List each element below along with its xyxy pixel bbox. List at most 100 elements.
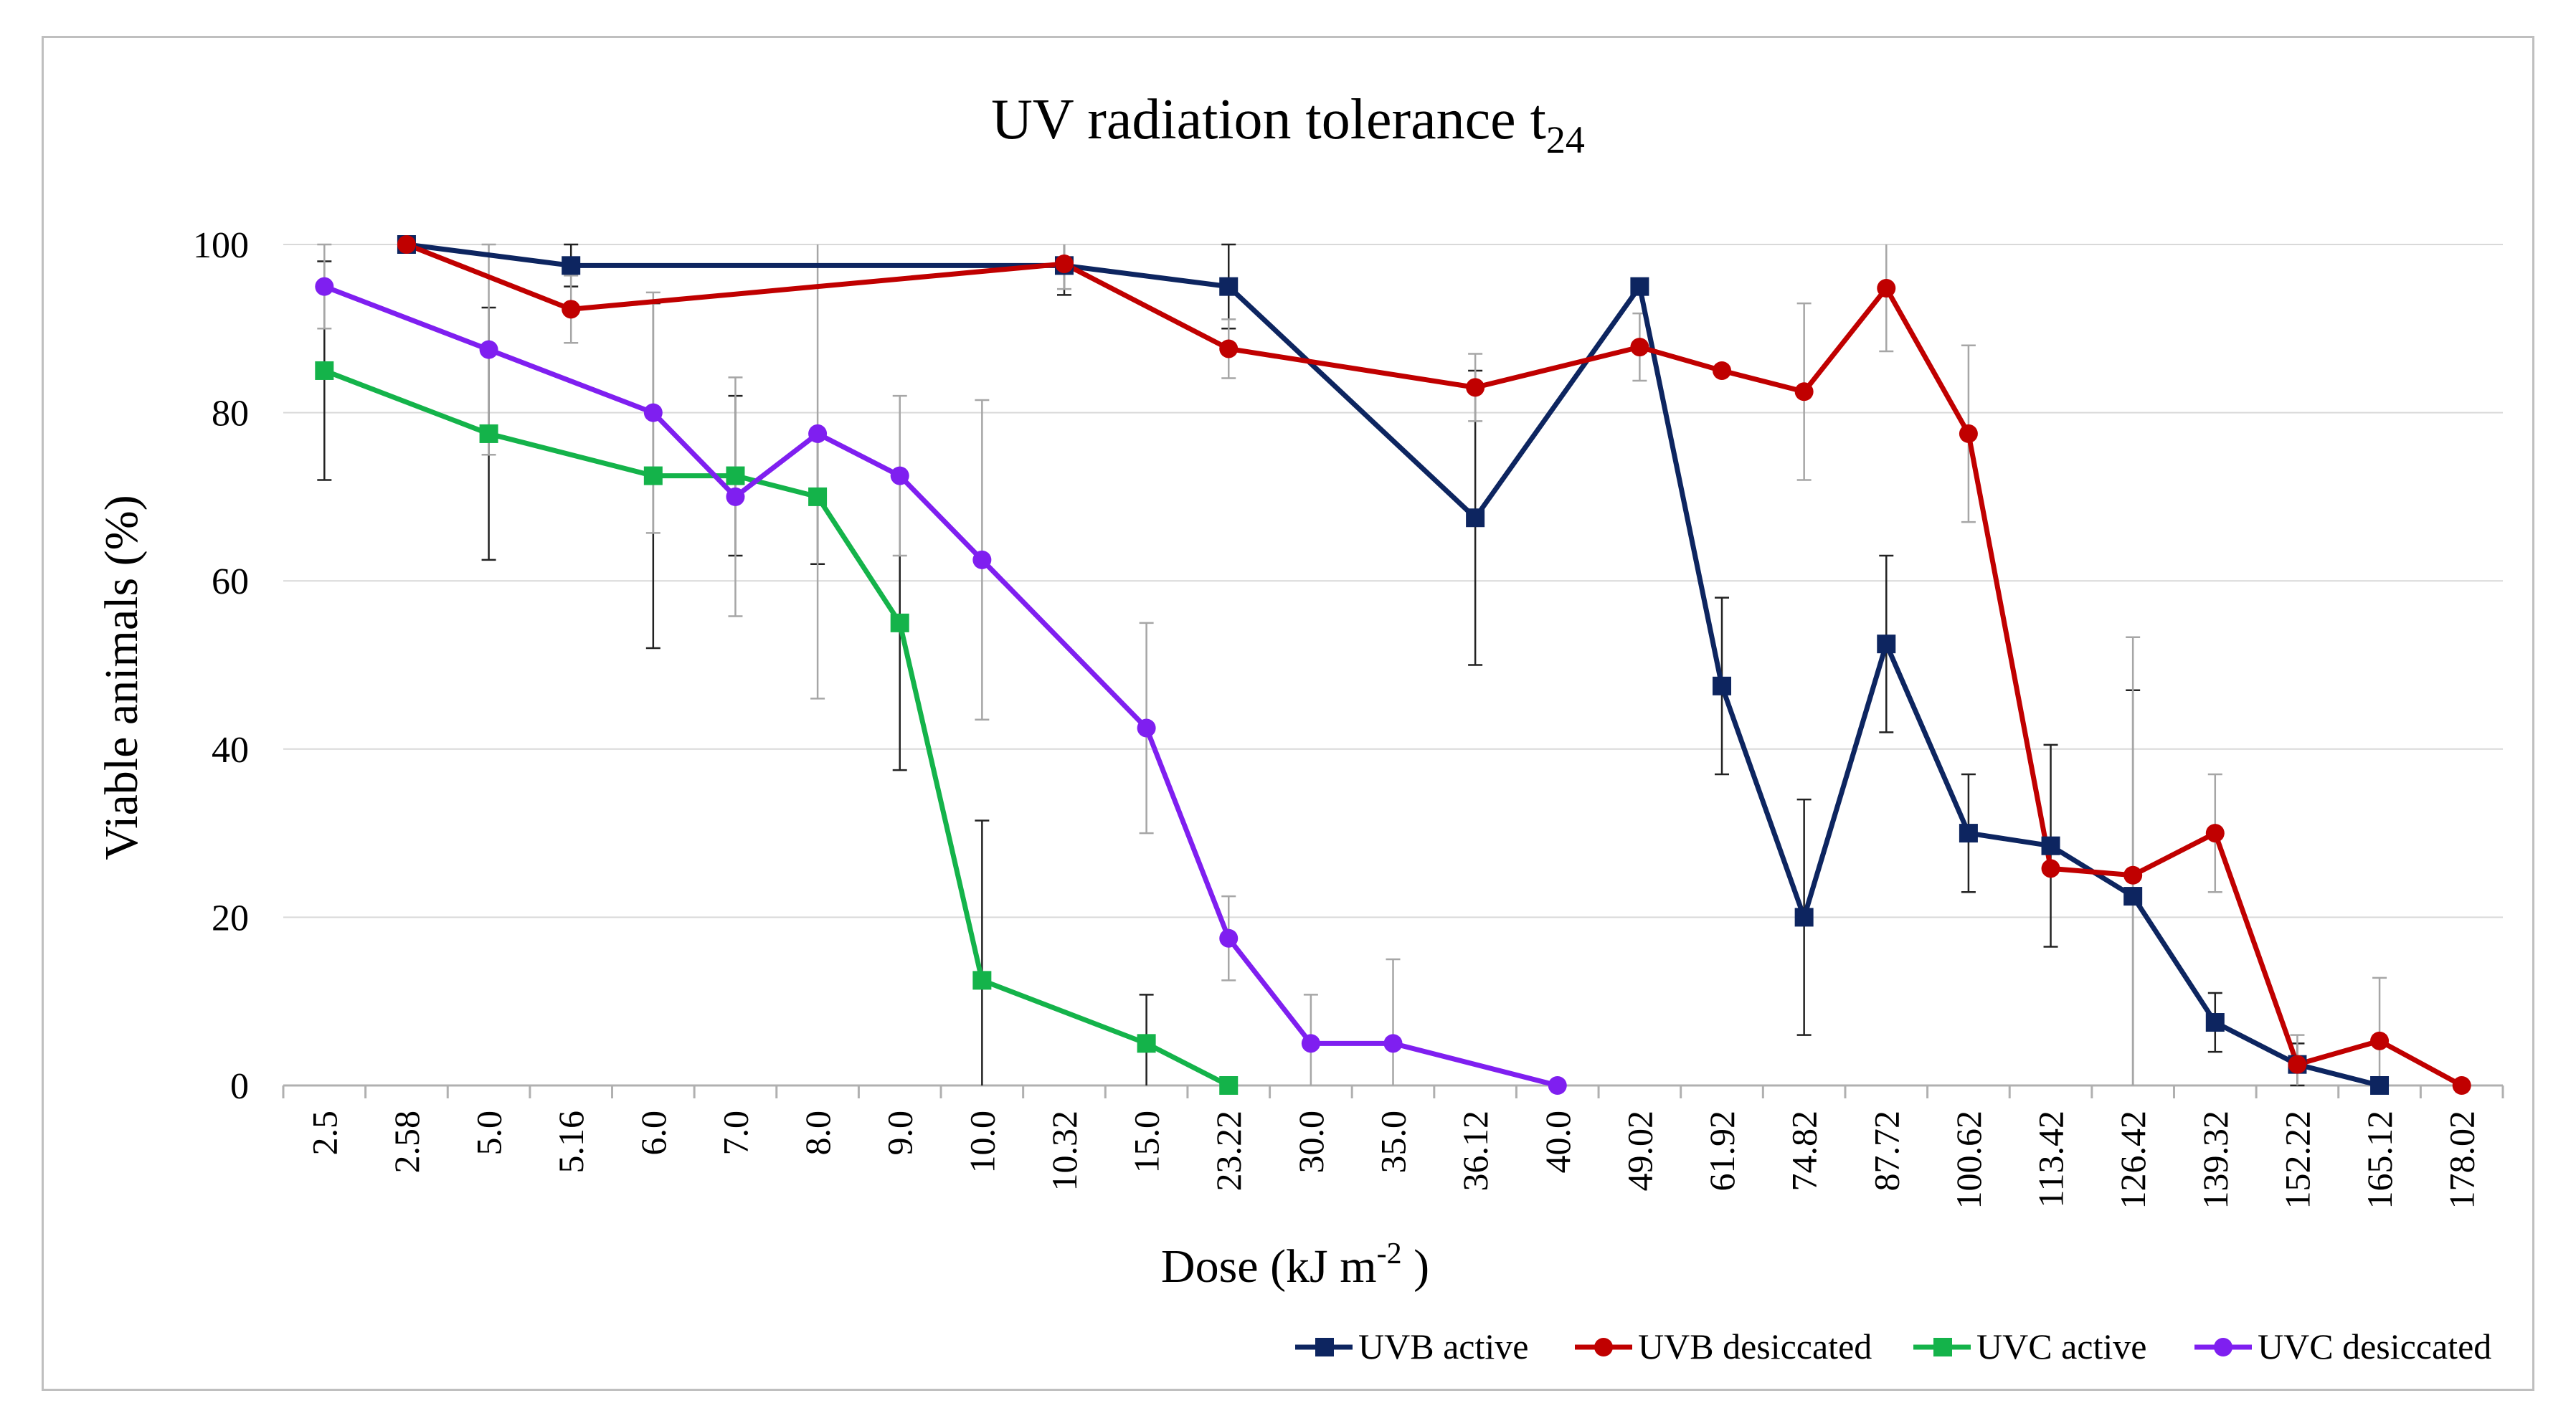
x-tick-5.0: 5.0 xyxy=(469,1111,509,1156)
series-markers xyxy=(315,235,2471,1095)
uvb-desiccated-point xyxy=(562,300,581,319)
x-tick-30.0: 30.0 xyxy=(1291,1111,1331,1174)
uvc-desiccated-point xyxy=(1548,1076,1567,1095)
chart-frame: 0 20 40 60 80 100 2.5 2.58 5.0 5.16 6.0 7.0 8.0 9.0 1… xyxy=(42,36,2534,1391)
uvb-desiccated-point xyxy=(2123,865,2143,885)
uvc-active-point xyxy=(808,487,828,506)
uvc-desiccated-error-bar xyxy=(1386,958,1401,1085)
legend-label: UVC desiccated xyxy=(2258,1326,2491,1367)
uvc-active-point xyxy=(315,361,334,380)
uvb-desiccated-point xyxy=(2205,824,2225,843)
x-tick-100.62: 100.62 xyxy=(1948,1111,1989,1209)
uvc-active-point xyxy=(1137,1034,1156,1053)
uvb-active-point xyxy=(1219,277,1239,296)
uvb-desiccated-point xyxy=(1054,254,1074,273)
uvb-active-point xyxy=(1959,824,1978,843)
legend-swatch-marker xyxy=(1315,1338,1334,1356)
uvb-desiccated-point xyxy=(397,235,416,254)
legend-swatch-marker xyxy=(2214,1338,2232,1356)
x-tick-165.12: 165.12 xyxy=(2359,1111,2400,1209)
uvb-desiccated-point xyxy=(2370,1031,2390,1050)
uvc-desiccated-point xyxy=(726,487,745,506)
uvc-desiccated-point xyxy=(890,466,909,485)
x-tick-10.0: 10.0 xyxy=(962,1111,1002,1174)
x-tick-178.02: 178.02 xyxy=(2442,1111,2482,1209)
x-tick-40.0: 40.0 xyxy=(1538,1111,1578,1174)
axes xyxy=(282,1084,2504,1098)
y-axis-label: Viable animals (%) xyxy=(95,495,148,860)
legend-swatch-marker xyxy=(1594,1338,1613,1356)
uvb-desiccated-point xyxy=(1794,382,1814,401)
uvc-active-point xyxy=(479,424,498,443)
uvc-desiccated-point xyxy=(1137,718,1156,738)
y-tick-40: 40 xyxy=(212,730,249,771)
uvc-active-line xyxy=(323,368,1230,1088)
uvb-desiccated-error-bar xyxy=(2126,636,2141,1085)
y-tick-labels: 0 20 40 60 80 100 xyxy=(193,225,249,1107)
legend-item-uvc-active: UVC active xyxy=(1913,1326,2146,1367)
uvb-active-point xyxy=(1466,508,1485,528)
uvc-desiccated-point xyxy=(808,424,828,443)
x-tick-2.58: 2.58 xyxy=(387,1111,427,1174)
uvb-active-point xyxy=(1630,277,1649,296)
x-tick-126.42: 126.42 xyxy=(2113,1111,2153,1209)
uvb-desiccated-point xyxy=(1877,278,1896,298)
uvc-active-point xyxy=(1219,1076,1239,1095)
legend-item-uvb-active: UVB active xyxy=(1295,1326,1528,1367)
y-tick-20: 20 xyxy=(212,898,249,938)
uvb-active-point xyxy=(2205,1013,2225,1032)
x-tick-10.32: 10.32 xyxy=(1044,1111,1084,1192)
legend-label: UVC active xyxy=(1976,1326,2146,1367)
uvc-desiccated-point xyxy=(479,340,498,359)
x-tick-23.22: 23.22 xyxy=(1208,1111,1249,1192)
x-tick-113.42: 113.42 xyxy=(2031,1111,2071,1208)
uvb-desiccated-point xyxy=(1630,338,1649,357)
y-tick-80: 80 xyxy=(212,394,249,434)
uvb-desiccated-point xyxy=(2041,859,2060,878)
uvb-desiccated-point xyxy=(1959,424,1978,443)
uvc-desiccated-point xyxy=(972,550,992,569)
uvb-active-point xyxy=(2370,1076,2390,1095)
uvc-desiccated-point xyxy=(1219,928,1239,948)
x-tick-139.32: 139.32 xyxy=(2195,1111,2235,1209)
legend: UVB active UVB desiccated UVC active UVC de… xyxy=(1295,1326,2491,1367)
uvb-desiccated-point xyxy=(2452,1076,2471,1095)
legend-label: UVB active xyxy=(1358,1326,1528,1367)
uvc-desiccated-line xyxy=(323,284,1558,1088)
legend-item-uvb-desiccated: UVB desiccated xyxy=(1575,1326,1872,1367)
uvc-active-error-bar xyxy=(975,819,990,1085)
x-tick-labels: 2.5 2.58 5.0 5.16 6.0 7.0 8.0 9.0 10.0 10.32 15.0 2… xyxy=(304,1111,2481,1209)
uvb-desiccated-line xyxy=(405,242,2463,1088)
uvc-active-point xyxy=(643,466,663,485)
x-tick-35.0: 35.0 xyxy=(1373,1111,1414,1174)
uvc-active-point xyxy=(726,466,745,485)
uvb-desiccated-point xyxy=(1713,361,1732,380)
uvb-desiccated-point xyxy=(1466,378,1485,397)
x-tick-152.22: 152.22 xyxy=(2277,1111,2317,1209)
uvb-desiccated-point xyxy=(2288,1055,2307,1074)
chart-title: UV radiation tolerance t24 xyxy=(991,88,1585,161)
x-axis-label: Dose (kJ m-2 ) xyxy=(1161,1237,1429,1293)
uvc-active-point xyxy=(972,971,992,990)
uvb-active-point xyxy=(1877,635,1896,654)
x-tick-9.0: 9.0 xyxy=(880,1111,920,1156)
uvc-desiccated-point xyxy=(1301,1034,1320,1053)
chart-svg: 0 20 40 60 80 100 2.5 2.58 5.0 5.16 6.0 7.0 8.0 9.0 1… xyxy=(95,88,2504,1367)
legend-item-uvc-desiccated: UVC desiccated xyxy=(2194,1326,2491,1367)
uvc-desiccated-point xyxy=(1383,1034,1403,1053)
legend-label: UVB desiccated xyxy=(1638,1326,1872,1367)
x-tick-74.82: 74.82 xyxy=(1784,1111,1824,1192)
y-tick-100: 100 xyxy=(193,225,249,266)
uvb-desiccated-error-bar xyxy=(1879,244,1894,353)
x-tick-6.0: 6.0 xyxy=(633,1111,673,1156)
x-tick-36.12: 36.12 xyxy=(1455,1111,1495,1192)
legend-swatch-marker xyxy=(1933,1338,1952,1356)
x-tick-15.0: 15.0 xyxy=(1127,1111,1167,1174)
uvb-active-point xyxy=(1713,676,1732,695)
uvc-active-point xyxy=(890,613,909,632)
uvb-active-point xyxy=(562,256,581,275)
x-tick-61.92: 61.92 xyxy=(1702,1111,1742,1192)
x-tick-5.16: 5.16 xyxy=(551,1111,591,1174)
y-tick-0: 0 xyxy=(230,1066,249,1107)
x-tick-8.0: 8.0 xyxy=(797,1111,838,1156)
